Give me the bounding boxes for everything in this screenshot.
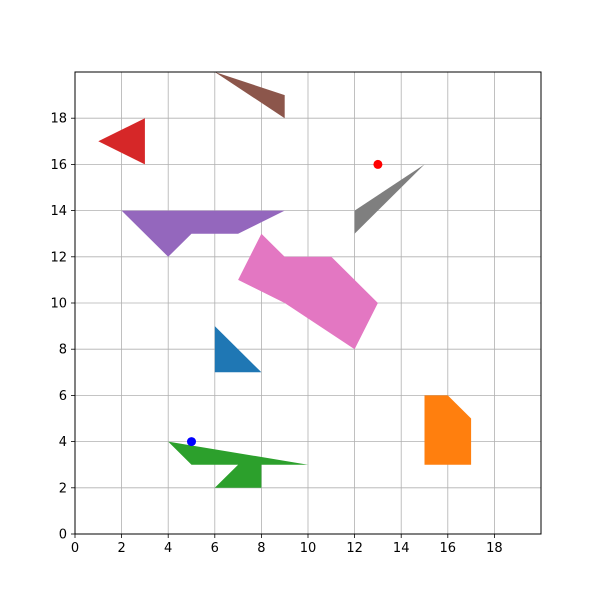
y-tick-label: 0 xyxy=(59,528,67,543)
pink-shape xyxy=(238,233,378,350)
green-shape xyxy=(168,441,308,488)
shape-layer xyxy=(98,72,472,488)
x-tick-label: 16 xyxy=(440,541,457,556)
y-tick-label: 6 xyxy=(59,389,67,404)
y-tick-label: 16 xyxy=(50,158,67,173)
x-tick-label: 14 xyxy=(393,541,410,556)
purple-shape xyxy=(121,210,285,257)
y-tick-label: 2 xyxy=(59,481,67,496)
x-tick-label: 2 xyxy=(117,541,125,556)
y-tick-label: 14 xyxy=(50,204,67,219)
y-tick-label: 12 xyxy=(50,250,67,265)
y-tick-label: 8 xyxy=(59,343,67,358)
tick-layer: 0 2 4 6 8 10 12 14 16 18 0 2 4 6 8 10 12 14 16 18 xyxy=(50,112,502,556)
y-tick-label: 10 xyxy=(50,297,67,312)
blue-triangle xyxy=(214,326,262,373)
orange-shape xyxy=(424,395,472,465)
x-tick-label: 10 xyxy=(300,541,317,556)
x-tick-label: 12 xyxy=(346,541,363,556)
x-tick-label: 6 xyxy=(211,541,219,556)
y-tick-label: 4 xyxy=(59,435,67,450)
red-point xyxy=(373,159,383,169)
x-tick-label: 8 xyxy=(257,541,265,556)
red-triangle xyxy=(98,118,145,165)
y-tick-label: 18 xyxy=(50,112,67,127)
x-tick-label: 4 xyxy=(164,541,172,556)
gray-shape xyxy=(354,164,425,234)
point-layer xyxy=(187,159,383,447)
x-tick-label: 18 xyxy=(486,541,503,556)
x-tick-label: 0 xyxy=(71,541,79,556)
blue-point xyxy=(187,437,196,447)
brown-shape xyxy=(214,72,285,119)
